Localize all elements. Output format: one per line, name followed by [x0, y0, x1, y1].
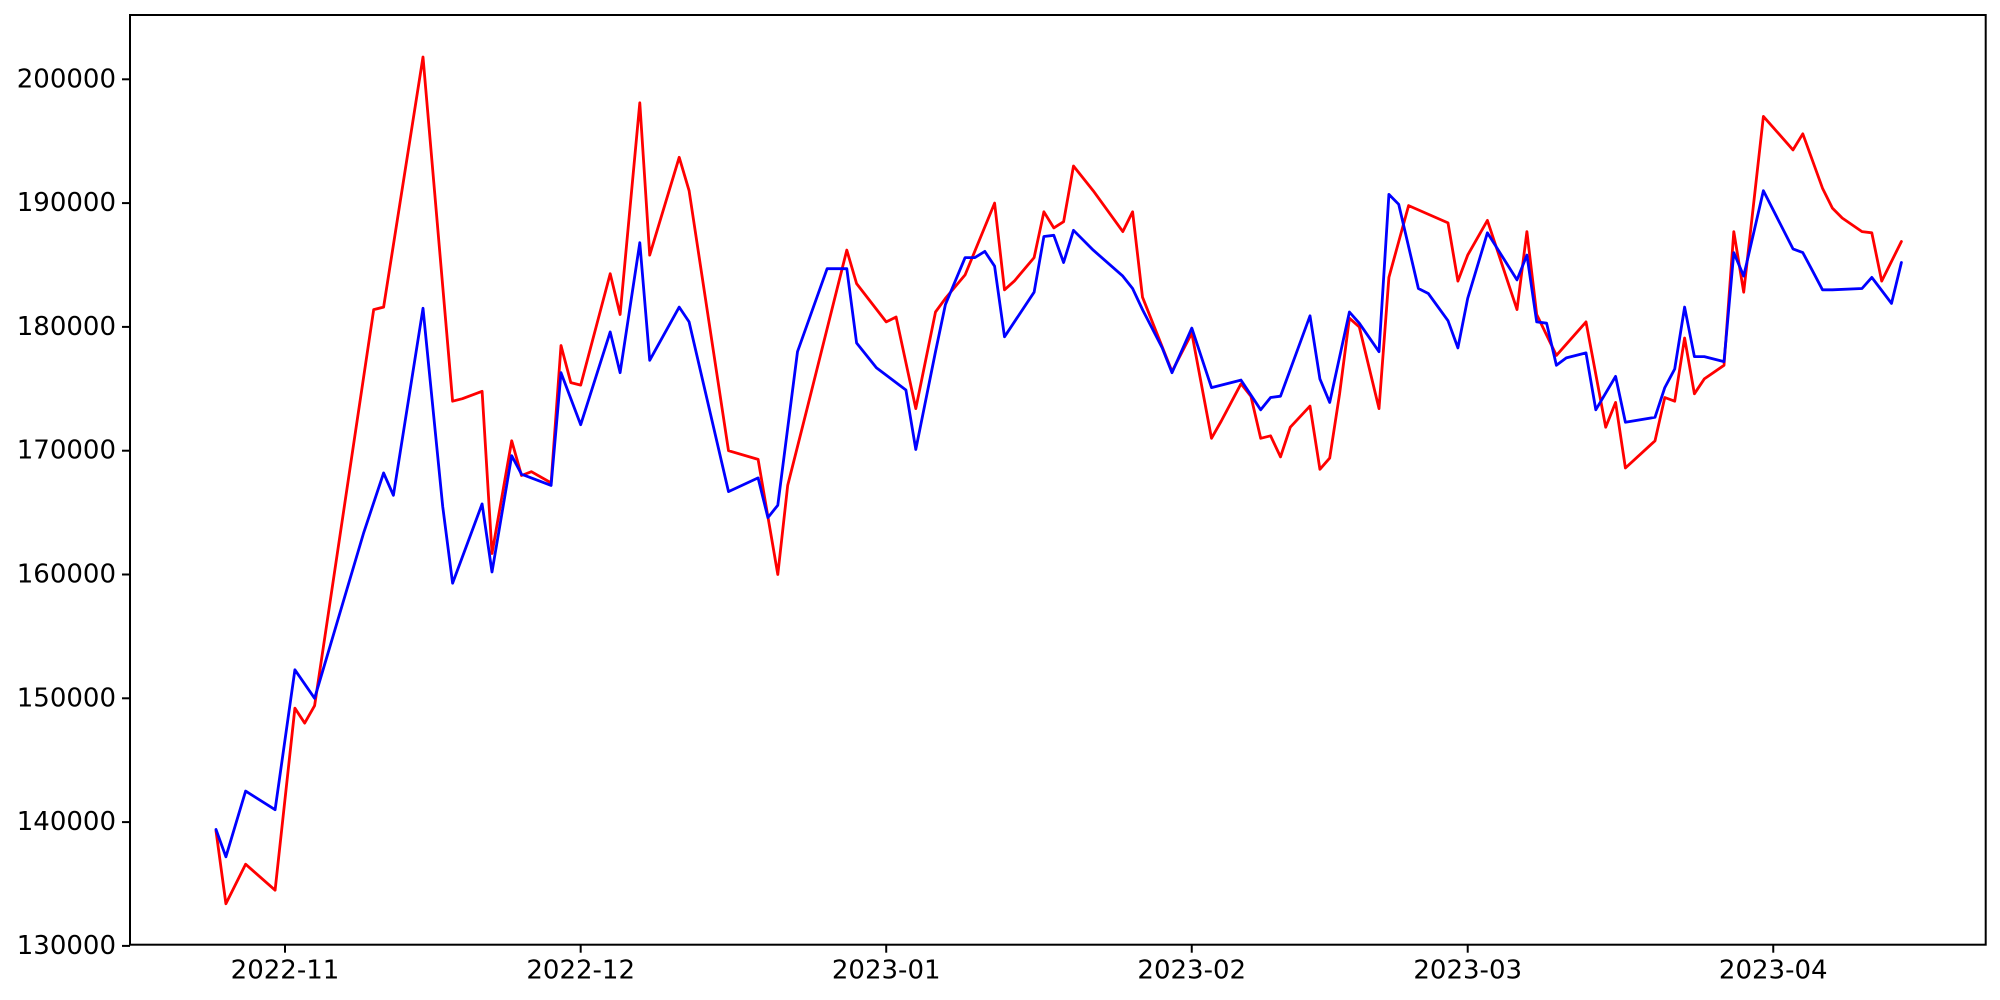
- x-tick-label: 2023-01: [832, 956, 941, 986]
- y-tick-label: 150000: [17, 683, 116, 713]
- y-tick-label: 130000: [17, 931, 116, 961]
- y-tick-label: 190000: [17, 188, 116, 218]
- x-tick-label: 2023-04: [1719, 956, 1828, 986]
- series-blue-line: [214, 189, 1903, 859]
- x-tick-label: 2023-02: [1137, 956, 1246, 986]
- y-tick-label: 170000: [17, 436, 116, 466]
- y-tick-label: 180000: [17, 312, 116, 342]
- y-tick-label: 160000: [17, 560, 116, 590]
- y-tick-label: 140000: [17, 807, 116, 837]
- x-tick-label: 2023-03: [1413, 956, 1522, 986]
- y-tick-label: 200000: [17, 64, 116, 94]
- x-tick-label: 2022-11: [231, 956, 340, 986]
- series-red-line: [214, 55, 1903, 906]
- x-tick-label: 2022-12: [526, 956, 635, 986]
- plot-border: [129, 14, 1987, 946]
